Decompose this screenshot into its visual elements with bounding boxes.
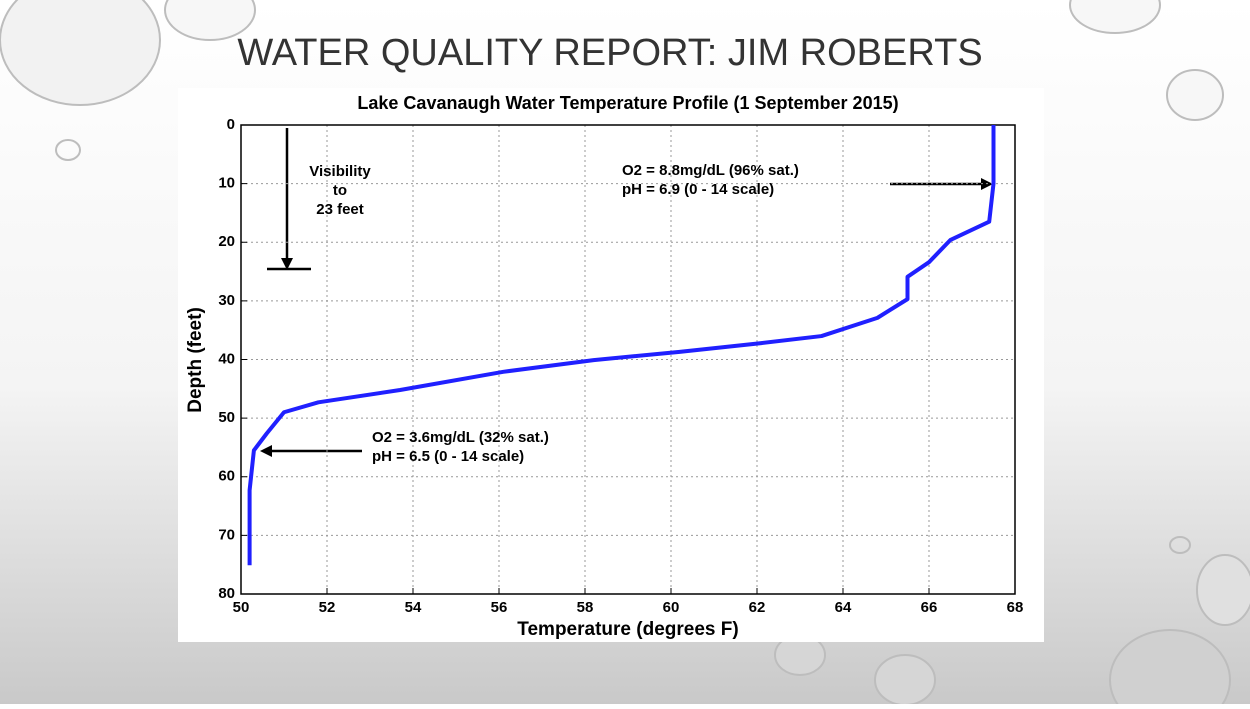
x-tick-label: 66 — [921, 599, 938, 616]
y-tick-label: 30 — [218, 292, 235, 309]
x-axis-label: Temperature (degrees F) — [517, 619, 738, 640]
annotation: 23 feet — [316, 201, 364, 218]
x-tick-label: 52 — [319, 599, 336, 616]
annotation: pH = 6.5 (0 - 14 scale) — [372, 448, 524, 465]
x-tick-label: 54 — [405, 599, 422, 616]
chart-panel — [178, 88, 1044, 642]
annotation: pH = 6.9 (0 - 14 scale) — [622, 181, 774, 198]
y-tick-label: 80 — [218, 585, 235, 602]
chart-title: Lake Cavanaugh Water Temperature Profile… — [357, 93, 898, 113]
x-tick-label: 56 — [491, 599, 508, 616]
annotation: Visibility — [309, 163, 371, 180]
y-tick-label: 50 — [218, 409, 235, 426]
x-tick-label: 68 — [1007, 599, 1024, 616]
y-tick-label: 10 — [218, 175, 235, 192]
x-tick-label: 50 — [233, 599, 250, 616]
slide-title: WATER QUALITY REPORT: JIM ROBERTS — [237, 32, 982, 74]
x-tick-label: 60 — [663, 599, 680, 616]
annotation: to — [333, 182, 347, 199]
x-tick-label: 58 — [577, 599, 594, 616]
y-tick-label: 0 — [227, 116, 235, 133]
y-tick-label: 70 — [218, 526, 235, 543]
slide: WATER QUALITY REPORT: JIM ROBERTS Lake C… — [0, 0, 1250, 704]
x-tick-label: 64 — [835, 599, 852, 616]
annotation: O2 = 3.6mg/dL (32% sat.) — [372, 429, 549, 446]
y-axis-label: Depth (feet) — [185, 307, 206, 413]
y-tick-label: 60 — [218, 468, 235, 485]
y-tick-label: 20 — [218, 233, 235, 250]
annotation: O2 = 8.8mg/dL (96% sat.) — [622, 162, 799, 179]
y-tick-label: 40 — [218, 350, 235, 367]
x-tick-label: 62 — [749, 599, 766, 616]
chart: WATER QUALITY REPORT: JIM ROBERTS Lake C… — [0, 0, 1250, 704]
